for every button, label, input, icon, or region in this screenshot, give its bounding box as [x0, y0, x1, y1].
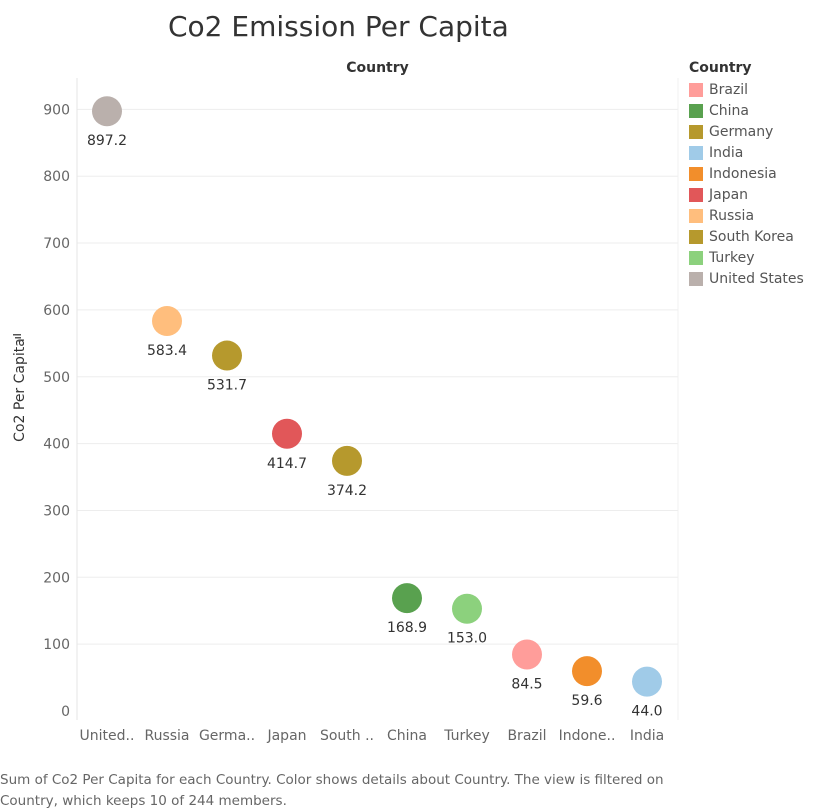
x-category-label: Indone.. [559, 728, 616, 744]
legend-label: Brazil [709, 81, 749, 98]
legend-item[interactable]: Russia [689, 205, 804, 226]
data-label: 84.5 [511, 677, 542, 693]
data-label: 583.4 [147, 343, 187, 359]
data-label: 897.2 [87, 133, 127, 149]
legend-label: Germany [709, 123, 774, 140]
legend-swatch [689, 229, 703, 244]
legend-item[interactable]: Japan [689, 184, 804, 205]
legend-item[interactable]: China [689, 100, 804, 121]
data-label: 44.0 [631, 704, 662, 720]
legend-title: Country [689, 60, 752, 76]
x-category-label: United.. [80, 728, 135, 744]
y-tick-label: 800 [43, 169, 70, 185]
x-category-label: Brazil [507, 728, 546, 744]
x-category-label: Japan [266, 728, 306, 744]
y-tick-label: 0 [61, 704, 70, 720]
legend-swatch [689, 166, 703, 181]
y-tick-label: 900 [43, 102, 70, 118]
data-label: 168.9 [387, 620, 427, 636]
chart-title: Co2 Emission Per Capita [168, 10, 509, 43]
legend-item[interactable]: United States [689, 268, 804, 289]
x-category-label: India [630, 728, 664, 744]
legend-item[interactable]: Indonesia [689, 163, 804, 184]
legend-item[interactable]: Brazil [689, 79, 804, 100]
y-tick-label: 400 [43, 437, 70, 453]
data-point[interactable] [452, 593, 482, 624]
legend-swatch [689, 82, 703, 97]
sort-icon-bar [15, 337, 21, 339]
legend-swatch [689, 103, 703, 118]
legend-item[interactable]: India [689, 142, 804, 163]
y-tick-label: 100 [43, 637, 70, 653]
legend-label: China [709, 102, 749, 119]
sort-icon [13, 334, 21, 336]
column-header: Country [346, 60, 409, 76]
y-tick-label: 600 [43, 303, 70, 319]
x-category-label: Germa.. [199, 728, 255, 744]
y-tick-label: 300 [43, 503, 70, 519]
legend-swatch [689, 271, 703, 286]
legend-swatch [689, 124, 703, 139]
legend-swatch [689, 145, 703, 160]
legend-item[interactable]: Turkey [689, 247, 804, 268]
data-point[interactable] [572, 656, 602, 687]
data-label: 531.7 [207, 378, 247, 394]
data-point[interactable] [272, 418, 302, 449]
chart-caption: Sum of Co2 Per Capita for each Country. … [0, 772, 664, 809]
data-point[interactable] [152, 305, 182, 336]
y-tick-label: 200 [43, 570, 70, 586]
legend-swatch [689, 187, 703, 202]
legend-label: Turkey [709, 249, 755, 266]
legend-label: Indonesia [709, 165, 777, 182]
data-label: 59.6 [571, 693, 602, 709]
data-point[interactable] [632, 666, 662, 697]
legend-item[interactable]: Germany [689, 121, 804, 142]
data-point[interactable] [392, 583, 422, 614]
data-label: 414.7 [267, 456, 307, 472]
x-category-label: Turkey [443, 728, 490, 744]
data-point[interactable] [212, 340, 242, 371]
y-tick-label: 500 [43, 370, 70, 386]
sort-icon-bar [17, 340, 21, 342]
legend-swatch [689, 208, 703, 223]
legend-label: India [709, 144, 744, 161]
legend-label: Russia [709, 207, 755, 224]
x-category-label: China [387, 728, 427, 744]
legend-item[interactable]: South Korea [689, 226, 804, 247]
data-label: 374.2 [327, 483, 367, 499]
legend-label: South Korea [709, 228, 794, 245]
x-category-label: Russia [144, 728, 189, 744]
data-point[interactable] [92, 96, 122, 127]
y-axis-label: Co2 Per Capita [12, 338, 28, 442]
scatter-plot: Country 0 100 200 300 400 500 600 700 800 900 Co2 P… [12, 60, 679, 744]
data-point[interactable] [332, 445, 362, 476]
legend-items: Brazil China Germany India Indonesia Japan Rus… [689, 79, 804, 289]
x-category-label: South .. [320, 728, 374, 744]
data-label: 153.0 [447, 631, 487, 647]
legend: Country Brazil China Germany India Indonesia… [689, 60, 804, 289]
legend-label: Japan [709, 186, 749, 203]
legend-swatch [689, 250, 703, 265]
data-point[interactable] [512, 639, 542, 670]
legend-label: United States [709, 270, 804, 287]
y-tick-label: 700 [43, 236, 70, 252]
